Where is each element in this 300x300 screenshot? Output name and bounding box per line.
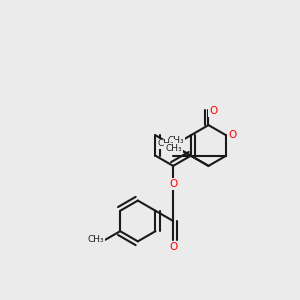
Text: O: O [228,130,236,140]
Text: O: O [169,179,177,189]
Text: CH₃: CH₃ [87,236,104,244]
Text: CH₃: CH₃ [158,140,174,148]
Text: O: O [169,242,177,252]
Text: CH₃: CH₃ [165,144,182,153]
Text: O: O [209,106,217,116]
Text: CH₃: CH₃ [167,136,184,145]
